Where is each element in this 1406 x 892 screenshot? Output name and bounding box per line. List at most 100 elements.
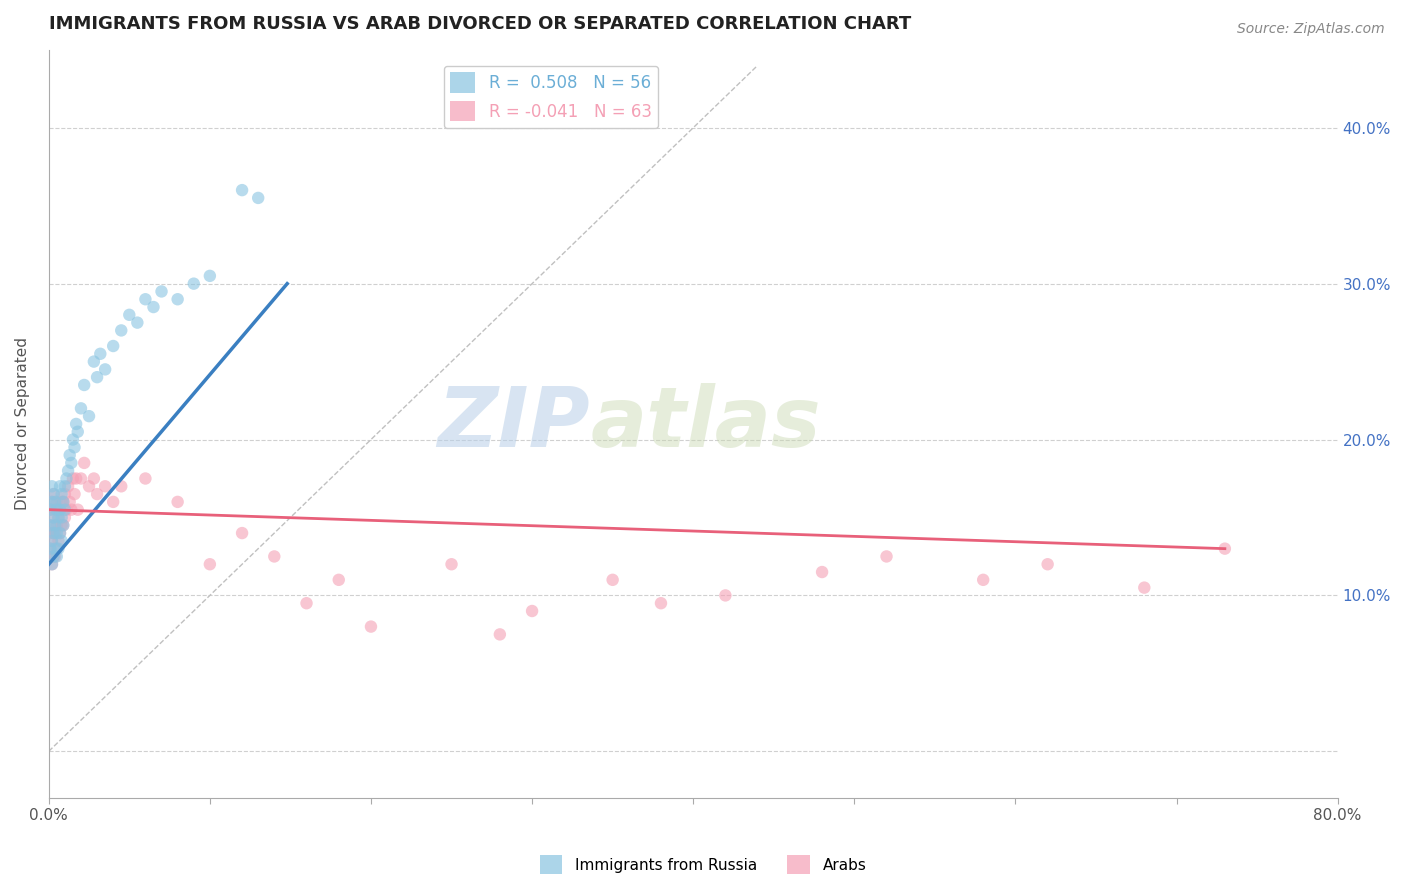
Point [62,433,84,447]
Point [166,495,188,509]
Point [62,471,84,485]
Point [42,526,65,541]
Point [41,533,63,548]
Point [70,401,93,416]
Point [440,558,463,572]
Point [45,526,67,541]
Point [77,409,100,424]
Point [42,549,65,564]
Point [42,487,65,501]
Point [42,510,65,524]
Point [650,596,672,610]
Point [48,510,70,524]
Point [142,300,165,314]
Point [41,518,63,533]
Text: Source: ZipAtlas.com: Source: ZipAtlas.com [1237,22,1385,37]
Point [48,541,70,556]
Point [73,378,96,392]
Point [41,533,63,548]
Point [44,541,66,556]
Point [53,479,76,493]
Point [1133,581,1156,595]
Point [103,495,125,509]
Text: atlas: atlas [591,384,821,465]
Point [59,448,82,462]
Point [51,510,73,524]
Point [49,479,72,493]
Point [183,277,205,291]
Point [520,604,543,618]
Point [39,518,62,533]
Text: IMMIGRANTS FROM RUSSIA VS ARAB DIVORCED OR SEPARATED CORRELATION CHART: IMMIGRANTS FROM RUSSIA VS ARAB DIVORCED … [49,15,911,33]
Point [42,549,65,564]
Point [39,526,62,541]
Point [52,495,75,509]
Point [48,533,70,548]
Point [41,495,63,509]
Point [86,487,108,501]
Point [45,549,67,564]
Point [602,573,624,587]
Point [56,464,79,478]
Point [110,323,132,337]
Point [63,487,86,501]
Point [110,479,132,493]
Legend: R =  0.508   N = 56, R = -0.041   N = 63: R = 0.508 N = 56, R = -0.041 N = 63 [444,66,658,128]
Point [48,510,70,524]
Point [55,471,77,485]
Point [44,495,66,509]
Point [44,549,66,564]
Point [876,549,898,564]
Point [73,456,96,470]
Point [49,502,72,516]
Point [41,479,63,493]
Point [55,502,77,516]
Point [59,495,82,509]
Point [150,285,173,299]
Point [328,573,350,587]
Point [77,479,100,493]
Point [51,495,73,509]
Point [41,558,63,572]
Point [53,487,76,501]
Point [134,292,156,306]
Point [49,526,72,541]
Point [52,518,75,533]
Point [1213,541,1236,556]
Point [66,425,89,439]
Point [45,495,67,509]
Point [39,502,62,516]
Point [39,541,62,556]
Point [45,502,67,516]
Point [360,619,382,633]
Point [83,354,105,368]
Point [231,526,253,541]
Point [51,533,73,548]
Point [41,495,63,509]
Point [198,558,221,572]
Point [86,370,108,384]
Point [60,502,83,516]
Point [127,316,149,330]
Point [94,479,117,493]
Point [42,487,65,501]
Point [39,502,62,516]
Point [489,627,512,641]
Point [134,471,156,485]
Point [44,518,66,533]
Point [41,558,63,572]
Point [263,549,285,564]
Point [52,495,75,509]
Point [231,183,253,197]
Point [247,191,270,205]
Point [44,526,66,541]
Point [118,308,141,322]
Point [60,456,83,470]
Point [295,596,318,610]
Point [42,526,65,541]
Y-axis label: Divorced or Separated: Divorced or Separated [15,337,30,510]
Point [66,502,89,516]
Point [811,565,834,579]
Legend: Immigrants from Russia, Arabs: Immigrants from Russia, Arabs [533,849,873,880]
Point [1036,558,1059,572]
